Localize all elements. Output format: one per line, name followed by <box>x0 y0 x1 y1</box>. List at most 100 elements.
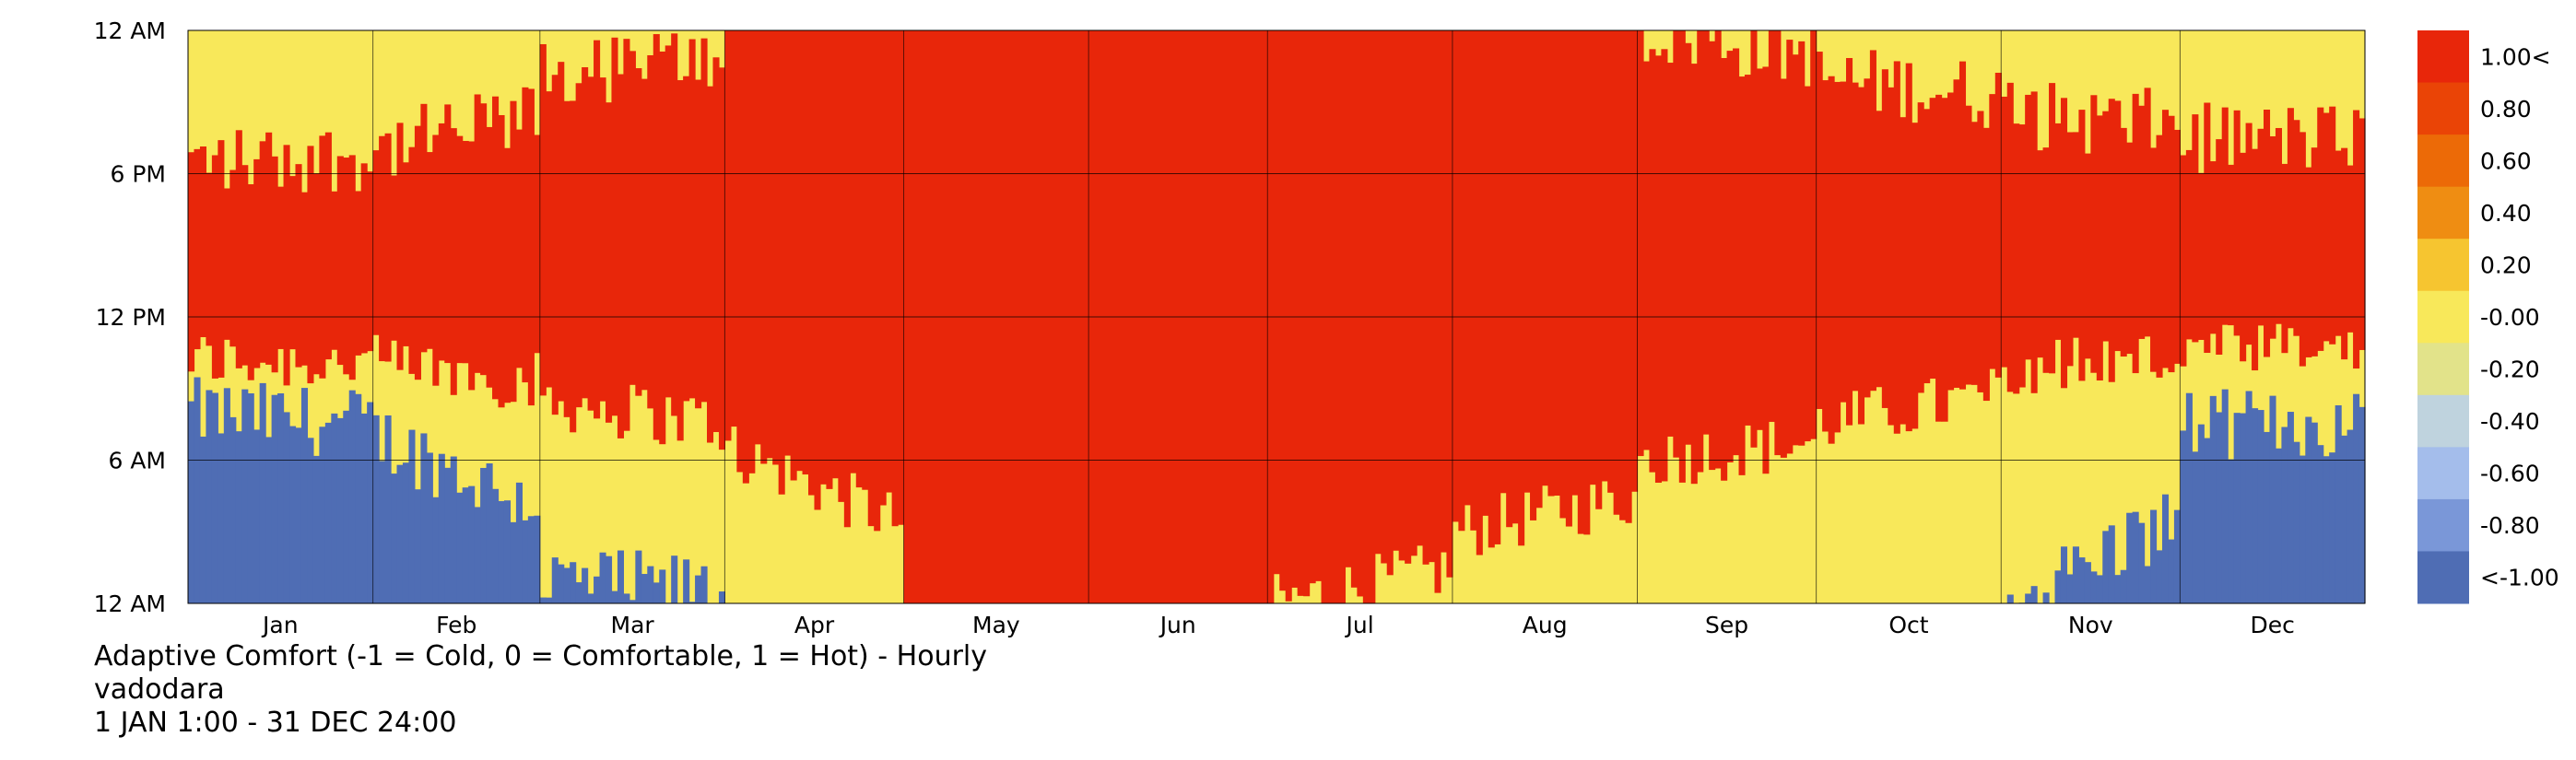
hot-cell <box>408 146 416 374</box>
hot-cell <box>1374 30 1382 555</box>
hot-cell <box>2161 110 2170 368</box>
cold-cell <box>2173 509 2181 603</box>
hot-cell <box>575 83 582 408</box>
hot-cell <box>1958 61 1967 390</box>
hot-cell <box>450 128 457 395</box>
hot-cell <box>1511 30 1519 524</box>
cold-cell <box>235 431 242 603</box>
hot-cell <box>1297 30 1304 596</box>
hot-cell <box>289 176 297 350</box>
cold-cell <box>2168 539 2175 603</box>
hot-cell <box>355 191 362 356</box>
location-label: vadodara <box>94 673 225 706</box>
hot-cell <box>2168 115 2175 373</box>
cold-cell <box>319 427 326 603</box>
period-label: 1 JAN 1:00 - 31 DEC 24:00 <box>94 707 457 739</box>
cold-cell <box>2275 448 2283 603</box>
hot-cell <box>1840 81 1847 403</box>
hot-cell <box>534 134 541 354</box>
hot-cell <box>599 77 606 402</box>
hot-cell <box>2305 167 2312 357</box>
hot-cell <box>772 30 780 465</box>
hot-cell <box>1494 30 1501 544</box>
hot-cell <box>432 134 440 386</box>
x-tick-label: Jun <box>1159 612 1196 638</box>
hot-cell <box>343 158 350 375</box>
hot-cell <box>456 135 464 364</box>
hot-cell <box>1852 82 1859 392</box>
cold-cell <box>2335 404 2342 603</box>
hot-cell <box>641 78 648 391</box>
y-tick-label: 12 AM <box>94 590 166 617</box>
hot-cell <box>1273 30 1280 575</box>
hot-cell <box>1506 30 1513 528</box>
hot-cell <box>2078 110 2086 381</box>
cold-cell <box>474 507 481 603</box>
hot-cell <box>1488 30 1495 548</box>
cold-cell <box>324 422 332 603</box>
hot-cell <box>1917 102 1924 393</box>
hot-cell <box>688 39 696 399</box>
cold-cell <box>582 567 589 603</box>
cold-cell <box>534 515 541 603</box>
hot-cell <box>515 129 523 368</box>
hot-cell <box>539 43 547 396</box>
hot-cell <box>2311 147 2318 357</box>
hot-cell <box>1697 30 1704 473</box>
cold-cell <box>2353 393 2360 603</box>
hot-cell <box>1709 41 1716 471</box>
hot-cell <box>2293 120 2300 336</box>
hot-cell <box>1518 30 1525 546</box>
hot-cell <box>396 123 404 370</box>
hot-cell <box>1470 30 1477 531</box>
hot-cell <box>1750 30 1758 448</box>
cold-cell <box>2120 569 2127 603</box>
hot-cell <box>1965 105 1972 385</box>
cold-cell <box>199 436 207 603</box>
hot-cell <box>653 34 660 440</box>
hot-cell <box>1303 30 1311 597</box>
cold-cell <box>599 552 606 603</box>
hot-cell <box>1994 72 2002 378</box>
hot-cell <box>2090 95 2098 373</box>
hot-cell <box>671 33 678 416</box>
cold-cell <box>629 600 636 603</box>
hot-cell <box>2221 107 2229 325</box>
cold-cell <box>2287 412 2294 603</box>
hot-cell <box>2287 108 2294 329</box>
hot-cell <box>1828 76 1835 444</box>
hot-cell <box>1792 54 1799 446</box>
hot-cell <box>2192 114 2199 343</box>
cold-cell <box>2025 593 2032 603</box>
hot-cell <box>1571 30 1579 496</box>
hot-cell <box>2323 112 2330 342</box>
hot-cell <box>2263 110 2271 357</box>
legend-swatch <box>2417 447 2469 500</box>
hot-cell <box>659 51 666 445</box>
hot-cell <box>300 192 309 366</box>
hot-cell <box>1690 64 1698 485</box>
hot-cell <box>1583 30 1591 535</box>
hot-cell <box>336 156 344 366</box>
legend-swatch <box>2417 290 2469 344</box>
hot-cell <box>736 30 744 473</box>
hot-cell <box>1350 30 1358 588</box>
cold-cell <box>551 557 559 603</box>
hot-cell <box>1386 30 1394 576</box>
cold-cell <box>2221 389 2229 603</box>
hot-cell <box>2037 150 2044 358</box>
cold-cell <box>300 388 309 603</box>
cold-cell <box>2329 452 2336 603</box>
hot-cell <box>2150 147 2158 372</box>
hot-cell <box>2013 123 2020 394</box>
cold-cell <box>2060 546 2068 603</box>
cold-cell <box>522 520 529 603</box>
cold-cell <box>2209 395 2217 603</box>
hot-cell <box>384 133 392 362</box>
hot-cell <box>1834 81 1841 433</box>
hot-cell <box>1279 30 1287 591</box>
cold-cell <box>283 412 290 603</box>
hot-cell <box>843 30 851 528</box>
hot-cell <box>1929 98 1936 380</box>
